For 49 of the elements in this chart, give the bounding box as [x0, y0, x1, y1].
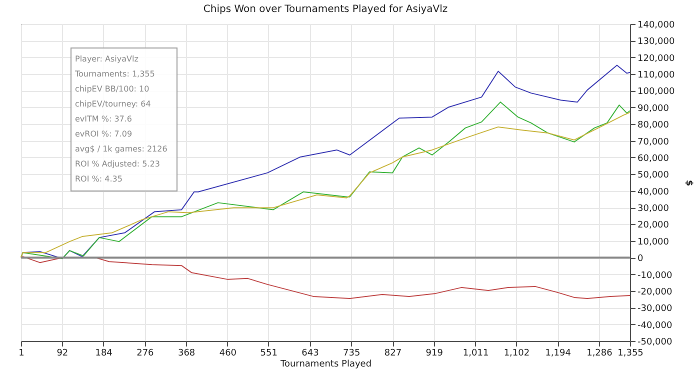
y-tick-label: 140,000: [638, 20, 675, 30]
x-tick-label: 1,194: [545, 348, 572, 358]
x-tick-label: 1,011: [462, 348, 489, 358]
x-tick-label: 827: [384, 348, 402, 358]
annotation: evITM %: 37.6: [75, 114, 132, 124]
annotation: chipEV BB/100: 10: [75, 84, 150, 94]
y-tick-label: -30,000: [638, 304, 673, 314]
annotation: ROI %: 4.35: [75, 174, 122, 184]
x-tick-label: 1,102: [504, 348, 530, 358]
y-tick-label: -10,000: [638, 270, 673, 281]
line-series: [20, 256, 630, 299]
y-tick-label: 10,000: [638, 237, 670, 248]
x-tick-label: 368: [178, 348, 196, 358]
annotation: ROI % Adjusted: 5.23: [75, 160, 160, 168]
annotation: evROI %: 7.09: [75, 130, 132, 138]
y-tick-label: 30,000: [638, 204, 670, 214]
x-tick-label: 184: [95, 348, 113, 358]
y-tick-label: 40,000: [638, 187, 670, 198]
y-tick-label: 20,000: [638, 220, 670, 231]
chart-title: Chips Won over Tournaments Played for AsiyaVlz: [203, 4, 448, 15]
annotation: Tournaments: 1,355: [74, 70, 155, 78]
x-tick-label: 919: [426, 348, 444, 358]
x-tick-label: 551: [260, 348, 278, 358]
y-tick-label: 50,000: [638, 170, 670, 181]
y-tick-label: 100,000: [638, 87, 675, 98]
y-tick-label: -20,000: [638, 287, 673, 298]
y-tick-label: 60,000: [638, 154, 670, 164]
y-tick-label: 90,000: [638, 104, 670, 114]
x-tick-label: 735: [343, 348, 360, 358]
x-tick-label: 276: [136, 348, 154, 358]
y-tick-label: -50,000: [638, 338, 673, 348]
y-tick-label: 110,000: [638, 70, 675, 81]
y-tick-label: 80,000: [638, 120, 670, 131]
y-tick-label: 0: [638, 254, 644, 264]
y-axis-title: $: [684, 180, 694, 186]
y-tick-label: 70,000: [638, 137, 670, 148]
annotation: chipEV/tourney: 64: [75, 100, 151, 108]
y-tick-label: -40,000: [638, 320, 673, 331]
x-tick-label: 643: [302, 348, 319, 358]
y-tick-label: 120,000: [638, 54, 675, 64]
y-tick-label: 130,000: [638, 37, 675, 48]
x-tick-label: 1,355: [618, 348, 644, 358]
x-tick-label: 1: [18, 348, 24, 358]
annotation: Player: AsiyaVlz: [75, 54, 138, 64]
x-tick-label: 92: [56, 348, 68, 358]
annotation: avg$ / 1k games: 2126: [75, 144, 168, 154]
x-tick-label: 460: [219, 348, 237, 358]
x-tick-label: 1,286: [586, 348, 613, 358]
x-axis-title: Tournaments Played: [279, 360, 372, 370]
